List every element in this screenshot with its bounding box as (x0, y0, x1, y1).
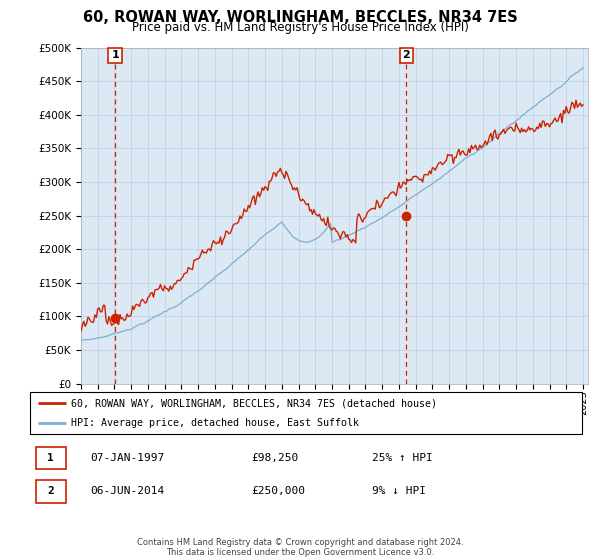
Text: 1: 1 (111, 50, 119, 60)
Text: Price paid vs. HM Land Registry's House Price Index (HPI): Price paid vs. HM Land Registry's House … (131, 21, 469, 34)
Text: 60, ROWAN WAY, WORLINGHAM, BECCLES, NR34 7ES (detached house): 60, ROWAN WAY, WORLINGHAM, BECCLES, NR34… (71, 398, 437, 408)
Text: 25% ↑ HPI: 25% ↑ HPI (372, 453, 433, 463)
Text: 60, ROWAN WAY, WORLINGHAM, BECCLES, NR34 7ES: 60, ROWAN WAY, WORLINGHAM, BECCLES, NR34… (83, 10, 517, 25)
Text: 07-JAN-1997: 07-JAN-1997 (91, 453, 165, 463)
Text: Contains HM Land Registry data © Crown copyright and database right 2024.
This d: Contains HM Land Registry data © Crown c… (137, 538, 463, 557)
Text: 9% ↓ HPI: 9% ↓ HPI (372, 486, 426, 496)
Text: 06-JUN-2014: 06-JUN-2014 (91, 486, 165, 496)
Text: 1: 1 (47, 453, 54, 463)
Text: 2: 2 (403, 50, 410, 60)
Text: £98,250: £98,250 (251, 453, 298, 463)
Bar (35, 447, 66, 469)
Text: HPI: Average price, detached house, East Suffolk: HPI: Average price, detached house, East… (71, 418, 359, 428)
Text: 2: 2 (47, 486, 54, 496)
Text: £250,000: £250,000 (251, 486, 305, 496)
Bar (35, 480, 66, 502)
